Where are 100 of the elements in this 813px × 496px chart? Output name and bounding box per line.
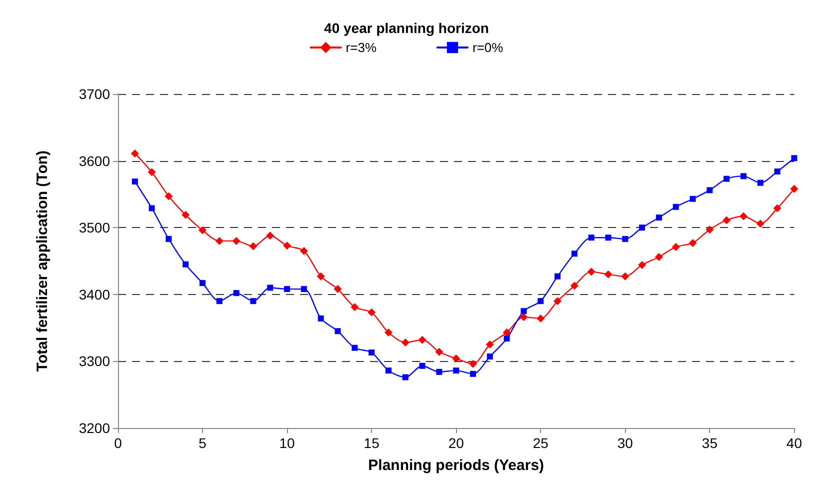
point: [570, 282, 578, 290]
point: [486, 354, 493, 360]
point: [402, 374, 408, 380]
point: [520, 313, 528, 322]
point: [250, 298, 256, 304]
x-tick-label: 25: [532, 435, 549, 451]
point: [790, 184, 798, 193]
point: [470, 370, 476, 377]
point: [418, 336, 426, 344]
point: [419, 362, 426, 369]
point: [536, 314, 545, 322]
point: [672, 242, 680, 251]
point: [571, 250, 578, 257]
point: [283, 242, 292, 250]
point: [724, 176, 730, 182]
point: [486, 340, 494, 348]
legend-label: r=0%: [472, 40, 504, 55]
point: [453, 368, 460, 374]
point: [791, 155, 798, 162]
y-tick-label: 3200: [78, 420, 110, 436]
point: [690, 196, 696, 202]
y-tick-label: 3300: [78, 353, 110, 370]
point: [654, 252, 663, 261]
x-tick-label: 5: [198, 435, 207, 451]
point: [368, 308, 376, 316]
x-tick-label: 20: [448, 435, 464, 451]
point: [757, 180, 764, 186]
point: [215, 236, 224, 245]
point: [774, 168, 780, 174]
point: [216, 298, 222, 304]
x-tick-label: 35: [702, 435, 718, 451]
point: [148, 205, 155, 212]
x-tick-label: 10: [279, 435, 296, 451]
point: [384, 328, 392, 336]
point: [350, 303, 359, 312]
point: [504, 335, 510, 342]
point: [198, 226, 207, 234]
point: [688, 238, 697, 247]
point: [604, 270, 612, 278]
point: [385, 368, 392, 374]
point: [622, 236, 628, 242]
point: [502, 328, 511, 336]
x-tick-label: 15: [364, 435, 380, 451]
point: [639, 224, 646, 231]
point: [436, 368, 442, 375]
point: [284, 286, 290, 292]
point: [588, 234, 594, 241]
point: [538, 298, 544, 304]
point: [132, 178, 138, 185]
legend-label: r=3%: [346, 40, 377, 55]
point: [452, 354, 460, 363]
point: [722, 216, 731, 224]
point: [706, 226, 714, 234]
point: [435, 348, 444, 356]
y-tick-label: 3500: [78, 220, 110, 236]
y-axis-title: Total fertilizer application (Ton): [34, 150, 51, 372]
x-tick-label: 30: [617, 435, 634, 451]
point: [401, 338, 410, 346]
point: [672, 204, 679, 210]
x-axis-title: Planning periods (Years): [368, 457, 544, 474]
x-tick-label: 40: [786, 435, 802, 451]
point: [148, 168, 156, 176]
point: [334, 328, 341, 334]
point: [249, 242, 258, 250]
point: [706, 187, 713, 194]
x-tick-label: 0: [114, 435, 122, 451]
point: [656, 214, 662, 221]
chart-title: 40 year planning horizon: [324, 20, 489, 36]
point: [166, 236, 172, 242]
y-tick-label: 3700: [78, 86, 110, 102]
point: [316, 272, 325, 280]
point: [756, 220, 764, 228]
point: [638, 261, 646, 270]
point: [164, 192, 173, 200]
point: [740, 212, 748, 220]
point: [200, 280, 206, 286]
point: [520, 308, 527, 314]
point: [232, 236, 240, 245]
point: [182, 210, 190, 219]
point: [587, 268, 596, 276]
point: [266, 232, 274, 240]
point: [621, 272, 630, 280]
point: [182, 261, 189, 268]
point: [300, 286, 307, 292]
point: [605, 234, 612, 241]
point: [130, 149, 139, 158]
point: [740, 173, 746, 180]
point: [469, 360, 478, 368]
point: [368, 350, 375, 356]
y-tick-label: 3600: [78, 152, 110, 169]
point: [554, 297, 562, 306]
point: [773, 204, 782, 212]
point: [334, 285, 342, 294]
point: [318, 315, 324, 322]
point: [300, 246, 308, 255]
point: [352, 344, 358, 351]
point: [267, 284, 274, 291]
y-tick-label: 3400: [78, 286, 110, 302]
point: [554, 273, 561, 280]
point: [233, 290, 240, 296]
